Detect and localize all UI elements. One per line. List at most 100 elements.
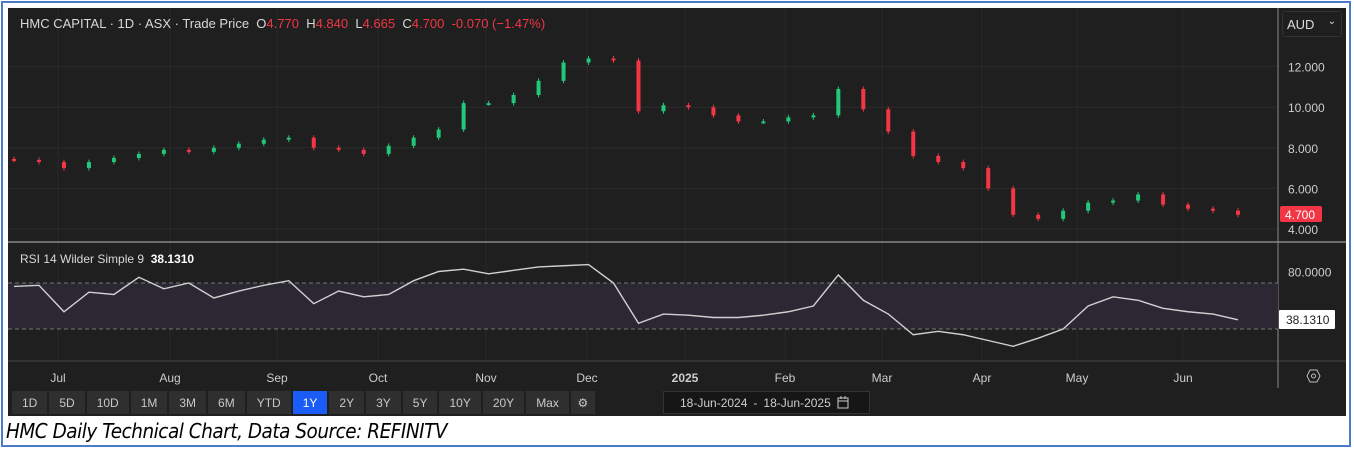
last-price-label: 4.700 bbox=[1285, 208, 1315, 222]
high-label: H bbox=[306, 16, 316, 31]
candle bbox=[61, 162, 66, 169]
price-header: HMC CAPITAL · 1D · ASX · Trade Price O4.… bbox=[20, 16, 546, 31]
candle bbox=[311, 137, 316, 148]
candle bbox=[786, 117, 791, 122]
range-button-5y[interactable]: 5Y bbox=[402, 391, 438, 414]
hexagon-dot bbox=[1311, 373, 1316, 379]
x-axis-label: Nov bbox=[475, 371, 496, 385]
x-axis-label: Oct bbox=[369, 371, 388, 385]
candle bbox=[261, 139, 266, 144]
rsi-value-badge bbox=[1279, 310, 1335, 329]
currency-label: AUD bbox=[1287, 17, 1315, 32]
x-axis-label: Mar bbox=[872, 371, 893, 385]
date-range-picker[interactable]: 18-Jun-2024 - 18-Jun-2025 bbox=[663, 391, 870, 414]
candle bbox=[1061, 210, 1066, 219]
range-button-1d[interactable]: 1D bbox=[12, 391, 48, 414]
close-value: 4.700 bbox=[411, 16, 445, 31]
date-separator: - bbox=[753, 395, 758, 410]
hexagon bbox=[1306, 369, 1321, 383]
rsi-label: RSI 14 Wilder Simple 9 bbox=[20, 252, 145, 266]
candle bbox=[411, 137, 416, 146]
candle bbox=[111, 157, 116, 163]
price-tick-label: 12.000 bbox=[1288, 61, 1325, 75]
low-value: 4.665 bbox=[362, 16, 396, 31]
range-button-20y[interactable]: 20Y bbox=[482, 391, 525, 414]
x-axis-label: Aug bbox=[159, 371, 180, 385]
candle bbox=[736, 115, 741, 122]
range-button-6m[interactable]: 6M bbox=[208, 391, 245, 414]
candle bbox=[12, 158, 16, 161]
date-from: 18-Jun-2024 bbox=[680, 395, 748, 410]
last-price-badge bbox=[1280, 206, 1322, 222]
x-axis-label: Apr bbox=[973, 371, 992, 385]
x-axis-label: Jun bbox=[1173, 371, 1192, 385]
price-tick-label: 6.000 bbox=[1288, 182, 1318, 196]
candle bbox=[1036, 214, 1041, 219]
symbol-name: HMC CAPITAL bbox=[20, 16, 106, 31]
rsi-tick-label: 80.0000 bbox=[1288, 266, 1332, 280]
chart-container bbox=[8, 8, 1346, 416]
candle bbox=[1086, 202, 1091, 211]
range-button-1y[interactable]: 1Y bbox=[292, 391, 328, 414]
candle bbox=[686, 105, 691, 108]
candle bbox=[811, 115, 816, 118]
candle bbox=[1211, 208, 1216, 211]
candle bbox=[886, 109, 891, 132]
candle bbox=[161, 149, 166, 154]
interval: 1D bbox=[117, 16, 135, 31]
range-button-3m[interactable]: 3M bbox=[169, 391, 207, 414]
range-button-10y[interactable]: 10Y bbox=[439, 391, 481, 414]
x-axis-label: Feb bbox=[775, 371, 796, 385]
candle bbox=[586, 58, 591, 63]
date-to: 18-Jun-2025 bbox=[763, 395, 831, 410]
range-toolbar: 1D 5D 10D 1M 3M 6M YTD 1Y 2Y 3Y 5Y 10Y 20Y Max ⚙ bbox=[12, 391, 595, 414]
candle bbox=[1186, 204, 1191, 209]
range-button-1m[interactable]: 1M bbox=[130, 391, 168, 414]
open-label: O bbox=[256, 16, 267, 31]
range-button-max[interactable]: Max bbox=[526, 391, 569, 414]
range-button-3y[interactable]: 3Y bbox=[366, 391, 401, 414]
price-tick-label: 10.000 bbox=[1288, 101, 1325, 115]
x-axis-label: Sep bbox=[266, 371, 288, 385]
price-tick-label: 8.000 bbox=[1288, 142, 1318, 156]
open-value: 4.770 bbox=[266, 16, 299, 31]
candle bbox=[336, 147, 341, 150]
candle bbox=[711, 107, 716, 116]
range-button-10d[interactable]: 10D bbox=[86, 391, 129, 414]
chevron-down-icon: ⌄ bbox=[1327, 16, 1336, 27]
settings-icon[interactable] bbox=[1306, 369, 1321, 383]
exchange: ASX bbox=[145, 16, 172, 31]
low-label: L bbox=[355, 16, 363, 31]
price-type: Trade Price bbox=[182, 16, 250, 31]
range-button-2y[interactable]: 2Y bbox=[329, 391, 365, 414]
candle bbox=[1011, 188, 1016, 215]
gear-icon[interactable]: ⚙ bbox=[570, 391, 595, 414]
rsi-value-label: 38.1310 bbox=[1286, 313, 1330, 327]
candle bbox=[836, 88, 841, 116]
candle bbox=[36, 159, 41, 163]
candle bbox=[361, 149, 366, 154]
candle bbox=[636, 60, 641, 112]
candle bbox=[1236, 210, 1240, 215]
candle bbox=[436, 129, 441, 138]
close-label: C bbox=[402, 16, 412, 31]
candle bbox=[86, 162, 91, 169]
candle bbox=[486, 103, 491, 106]
candle bbox=[1111, 200, 1116, 203]
candle bbox=[661, 105, 666, 112]
range-button-5d[interactable]: 5D bbox=[49, 391, 85, 414]
candle bbox=[761, 121, 766, 124]
x-axis-label: May bbox=[1066, 371, 1089, 385]
candle bbox=[911, 131, 916, 156]
x-axis-label: Jul bbox=[50, 371, 65, 385]
change-value: -0.070 (−1.47%) bbox=[451, 16, 546, 31]
calendar-icon bbox=[837, 396, 849, 409]
range-button-ytd[interactable]: YTD bbox=[246, 391, 291, 414]
candle bbox=[1136, 194, 1141, 201]
currency-select[interactable]: AUD ⌄ bbox=[1282, 11, 1342, 37]
rsi-value: 38.1310 bbox=[150, 252, 195, 266]
candle bbox=[986, 168, 991, 189]
candle bbox=[1161, 194, 1166, 205]
